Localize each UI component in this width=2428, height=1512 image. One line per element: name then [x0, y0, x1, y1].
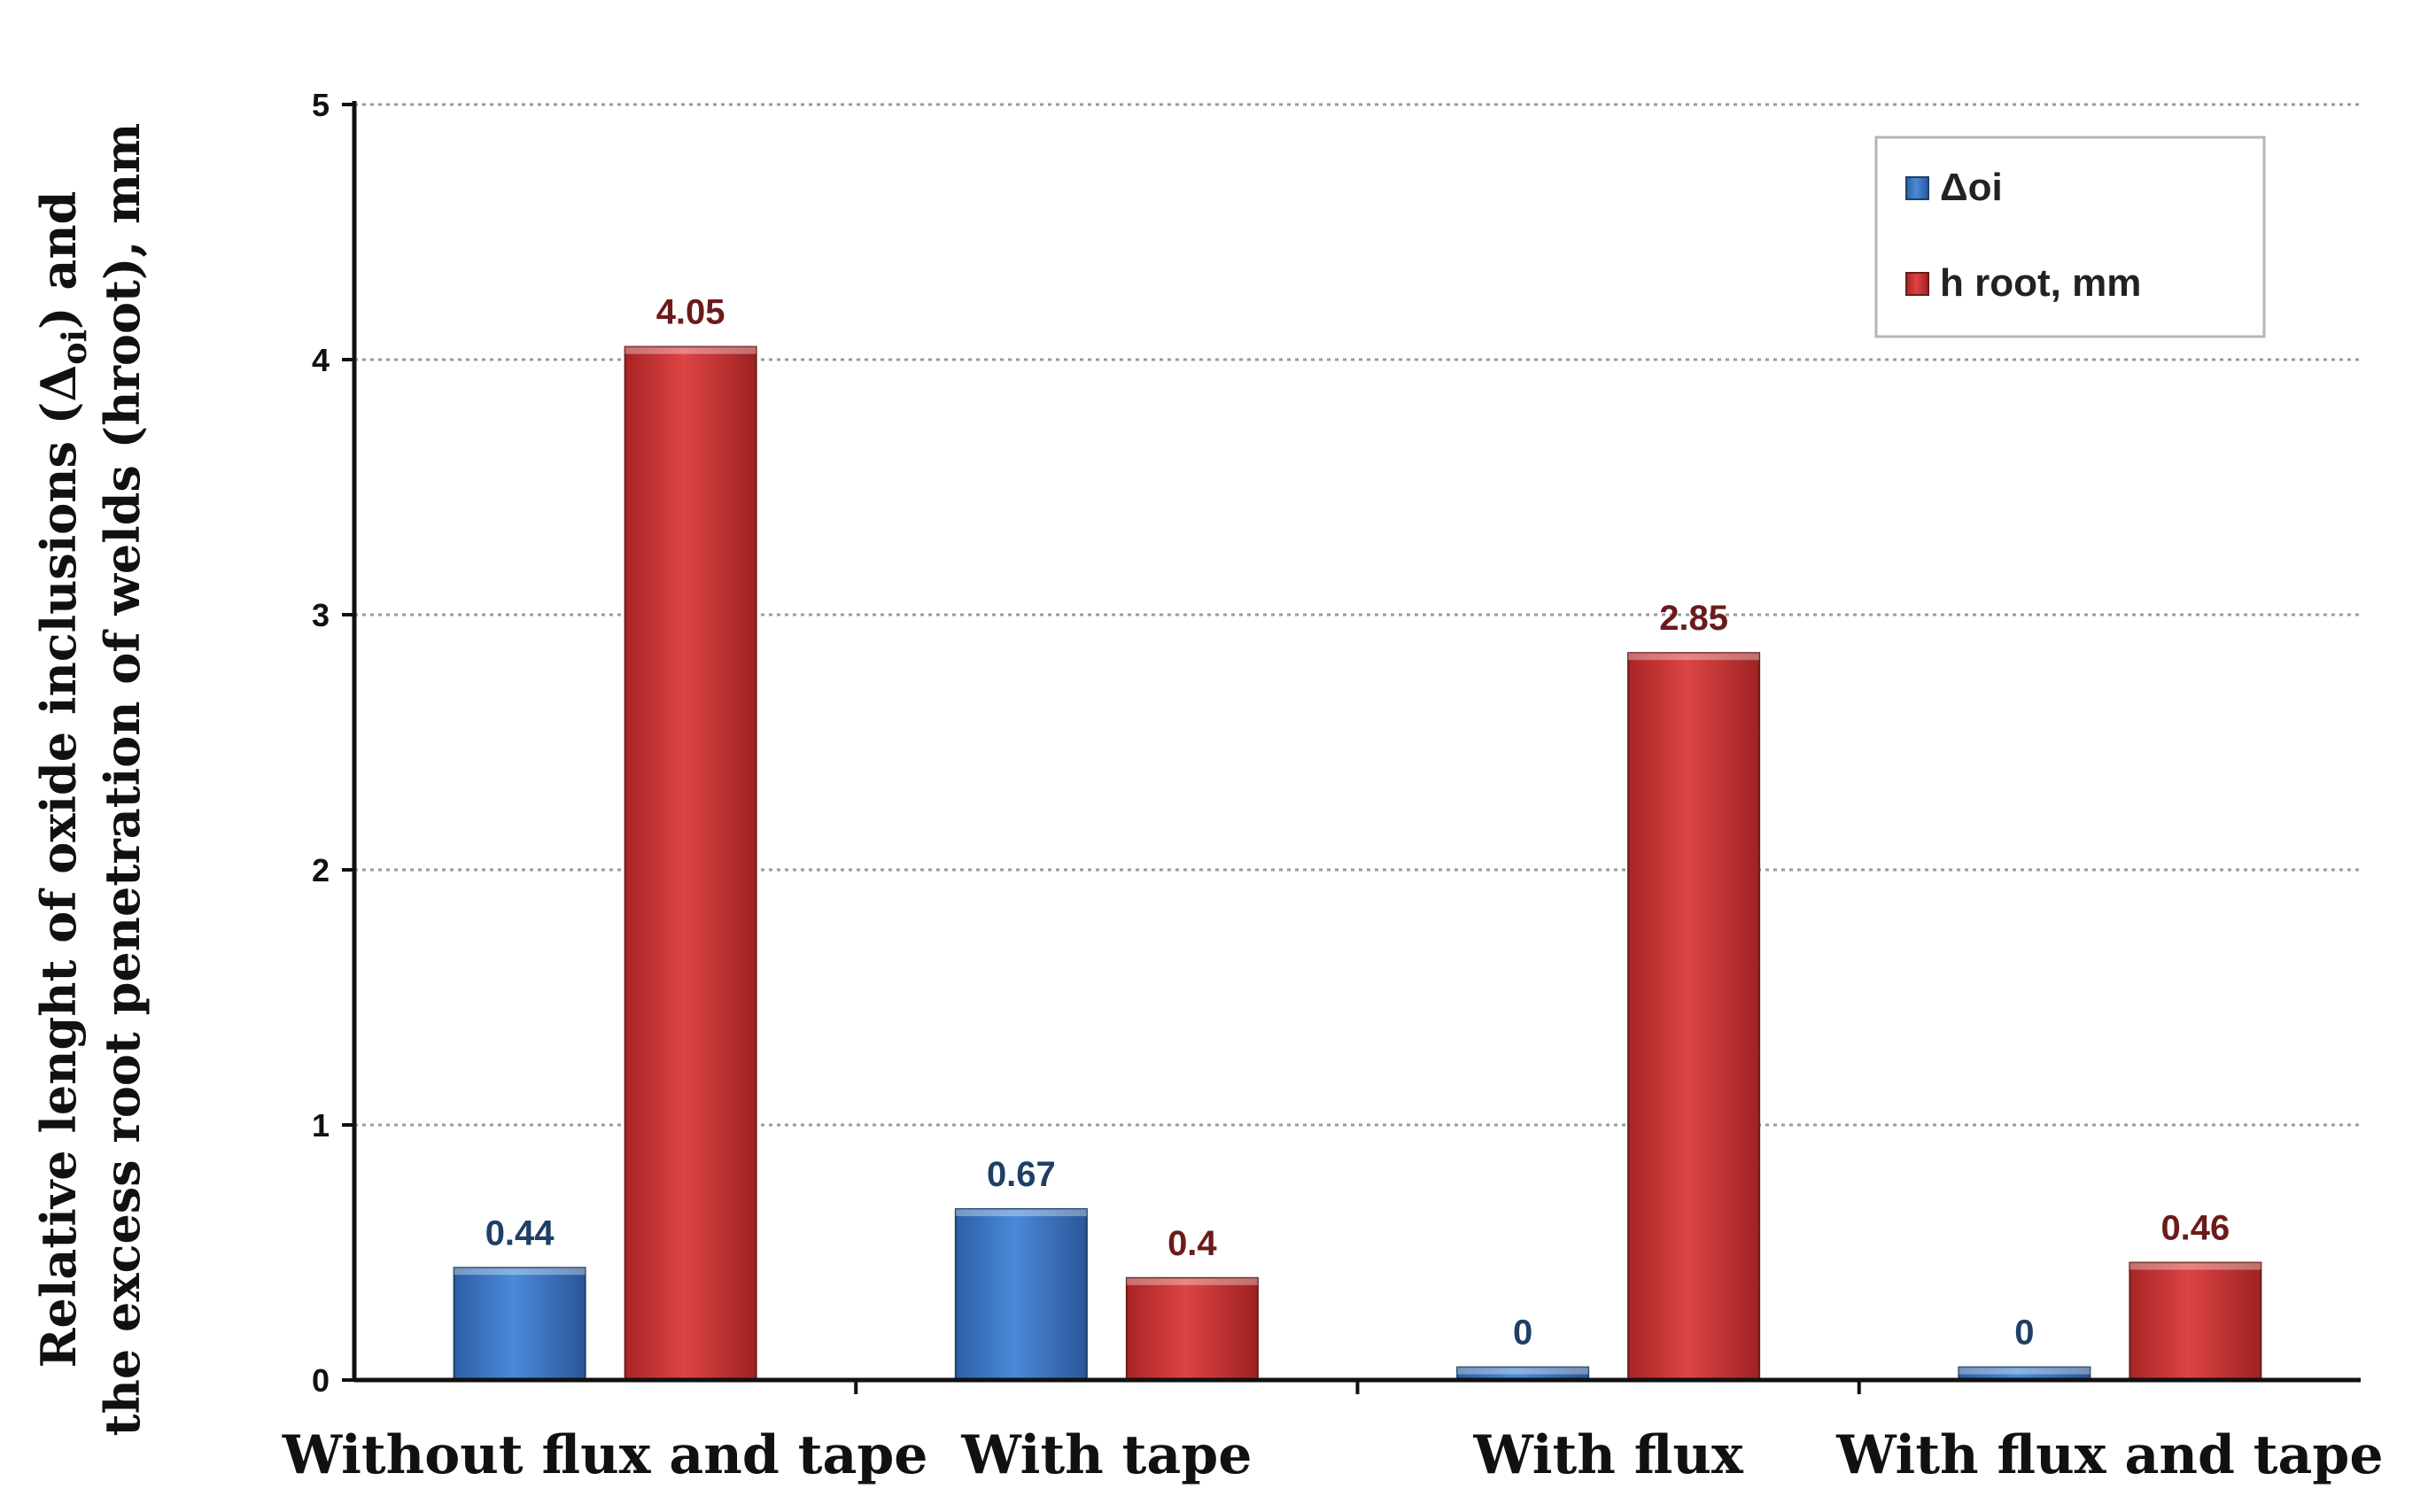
y-axis-title: Relative lenght of oxide inclusions (Δoi… [30, 123, 151, 1437]
data-label: 0.44 [485, 1213, 555, 1252]
y-axis-title-line1: Relative lenght of oxide inclusions (Δ [30, 365, 87, 1369]
bar-highlight [955, 1209, 1087, 1217]
y-axis-title-line2: the excess root penetration of welds (hr… [94, 123, 151, 1437]
data-labels: 0.44 4.05 0.67 0.4 0 2.85 0 0.46 [485, 293, 2230, 1353]
axes: 0 1 2 3 4 5 Without flux and tape With tape With… [282, 87, 2384, 1486]
data-label: 0.67 [987, 1155, 1056, 1194]
bar-hroot [624, 345, 757, 1382]
legend-label-doi: Δoi [1940, 166, 2003, 209]
y-tick-label: 3 [312, 597, 330, 633]
bar-hroot [2129, 1261, 2262, 1382]
bar-highlight [1126, 1277, 1258, 1285]
data-label: 0 [2014, 1314, 2034, 1353]
bar-doi [954, 1208, 1088, 1382]
y-tick-label: 1 [312, 1107, 330, 1144]
y-axis-title-line1-end: ) and [30, 191, 87, 330]
bar-highlight [454, 1268, 586, 1276]
legend-swatch-doi [1905, 176, 1929, 200]
legend-label-hroot: h root, mm [1940, 261, 2141, 305]
data-label: 4.05 [656, 293, 725, 332]
bar-hroot [1125, 1276, 1259, 1382]
data-label: 0.46 [2160, 1209, 2230, 1248]
y-tick-label: 4 [312, 342, 330, 378]
x-category-label: With flux [1472, 1424, 1744, 1486]
bar-hroot [1627, 652, 1761, 1381]
x-category-label: With tape [960, 1424, 1252, 1486]
y-axis-title-subscript: oi [54, 330, 94, 365]
svg-text:Relative lenght of oxide inclu: Relative lenght of oxide inclusions (Δoi… [30, 191, 94, 1369]
legend-swatch-hroot [1905, 272, 1929, 296]
x-category-label: Without flux and tape [282, 1424, 928, 1486]
bar-highlight [1457, 1367, 1589, 1375]
y-tick-label: 5 [312, 87, 330, 123]
y-tick-label: 2 [312, 852, 330, 888]
y-tick-label: 0 [312, 1362, 330, 1399]
bar-doi [453, 1267, 586, 1382]
data-label: 2.85 [1659, 599, 1728, 638]
data-label: 0.4 [1167, 1224, 1217, 1263]
legend: Δoi h root, mm [1874, 136, 2266, 338]
bar-highlight [624, 346, 756, 354]
bar-highlight [1959, 1367, 2091, 1375]
bar-highlight [1628, 653, 1760, 661]
data-label: 0 [1513, 1314, 1532, 1353]
legend-box [1874, 136, 2266, 338]
bars [453, 345, 2262, 1382]
bar-highlight [2129, 1262, 2261, 1270]
x-category-label: With flux and tape [1835, 1424, 2383, 1486]
